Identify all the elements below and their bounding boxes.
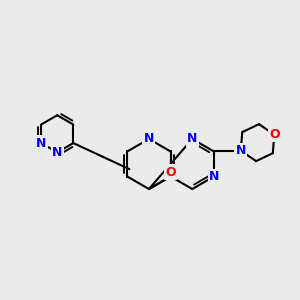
Text: N: N [209, 170, 219, 183]
Text: O: O [165, 166, 176, 178]
Text: O: O [269, 128, 280, 141]
Text: N: N [144, 133, 154, 146]
Text: N: N [52, 146, 62, 159]
Text: N: N [187, 133, 197, 146]
Text: N: N [36, 136, 46, 150]
Text: N: N [236, 144, 246, 157]
